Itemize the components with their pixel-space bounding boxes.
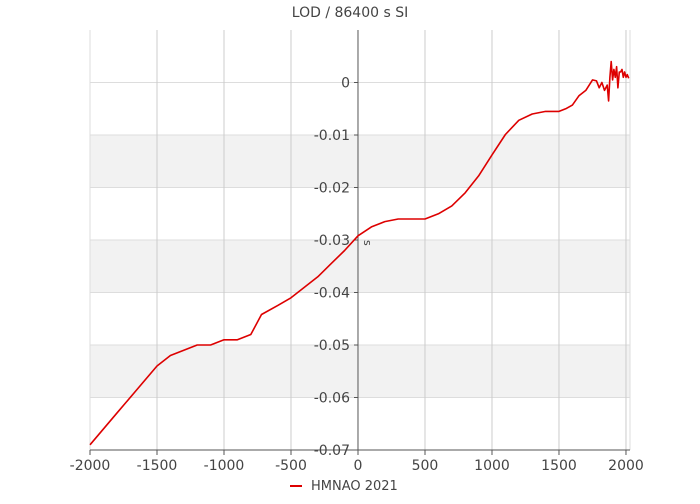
background-band [90, 345, 630, 398]
x-tick-label: 1000 [474, 458, 510, 474]
y-tick-label: -0.07 [314, 443, 350, 459]
x-tick-label: 1500 [541, 458, 577, 474]
x-tick-label: 0 [354, 458, 363, 474]
background-band [90, 135, 630, 188]
tick-labels: -2000 -1500 -1000 -500 0 500 1000 1500 20000-0.0… [70, 76, 644, 475]
legend-label: HMNAO 2021 [311, 479, 398, 494]
y-tick-label: -0.01 [314, 128, 350, 144]
x-tick-label: -1000 [204, 458, 245, 474]
y-tick-label: 0 [341, 76, 350, 92]
x-tick-label: -2000 [70, 458, 111, 474]
y-tick-label: -0.03 [314, 233, 350, 249]
background-band [90, 240, 630, 293]
y-axis-label: s [361, 240, 374, 246]
grid-lines [89, 30, 631, 451]
legend[interactable]: HMNAO 2021 [290, 479, 398, 494]
y-tick-label: -0.06 [314, 391, 350, 407]
y-tick-label: -0.05 [314, 338, 350, 354]
y-tick-label: -0.02 [314, 181, 350, 197]
chart-title: LOD / 86400 s SI [292, 5, 408, 21]
series-line [89, 60, 630, 446]
x-tick-label: 500 [412, 458, 439, 474]
y-tick-label: -0.04 [314, 286, 350, 302]
x-tick-label: -500 [275, 458, 307, 474]
series-layer [89, 60, 630, 446]
background-bands [90, 135, 630, 398]
x-tick-label: 2000 [608, 458, 644, 474]
x-tick-label: -1500 [137, 458, 178, 474]
axes [89, 30, 630, 455]
